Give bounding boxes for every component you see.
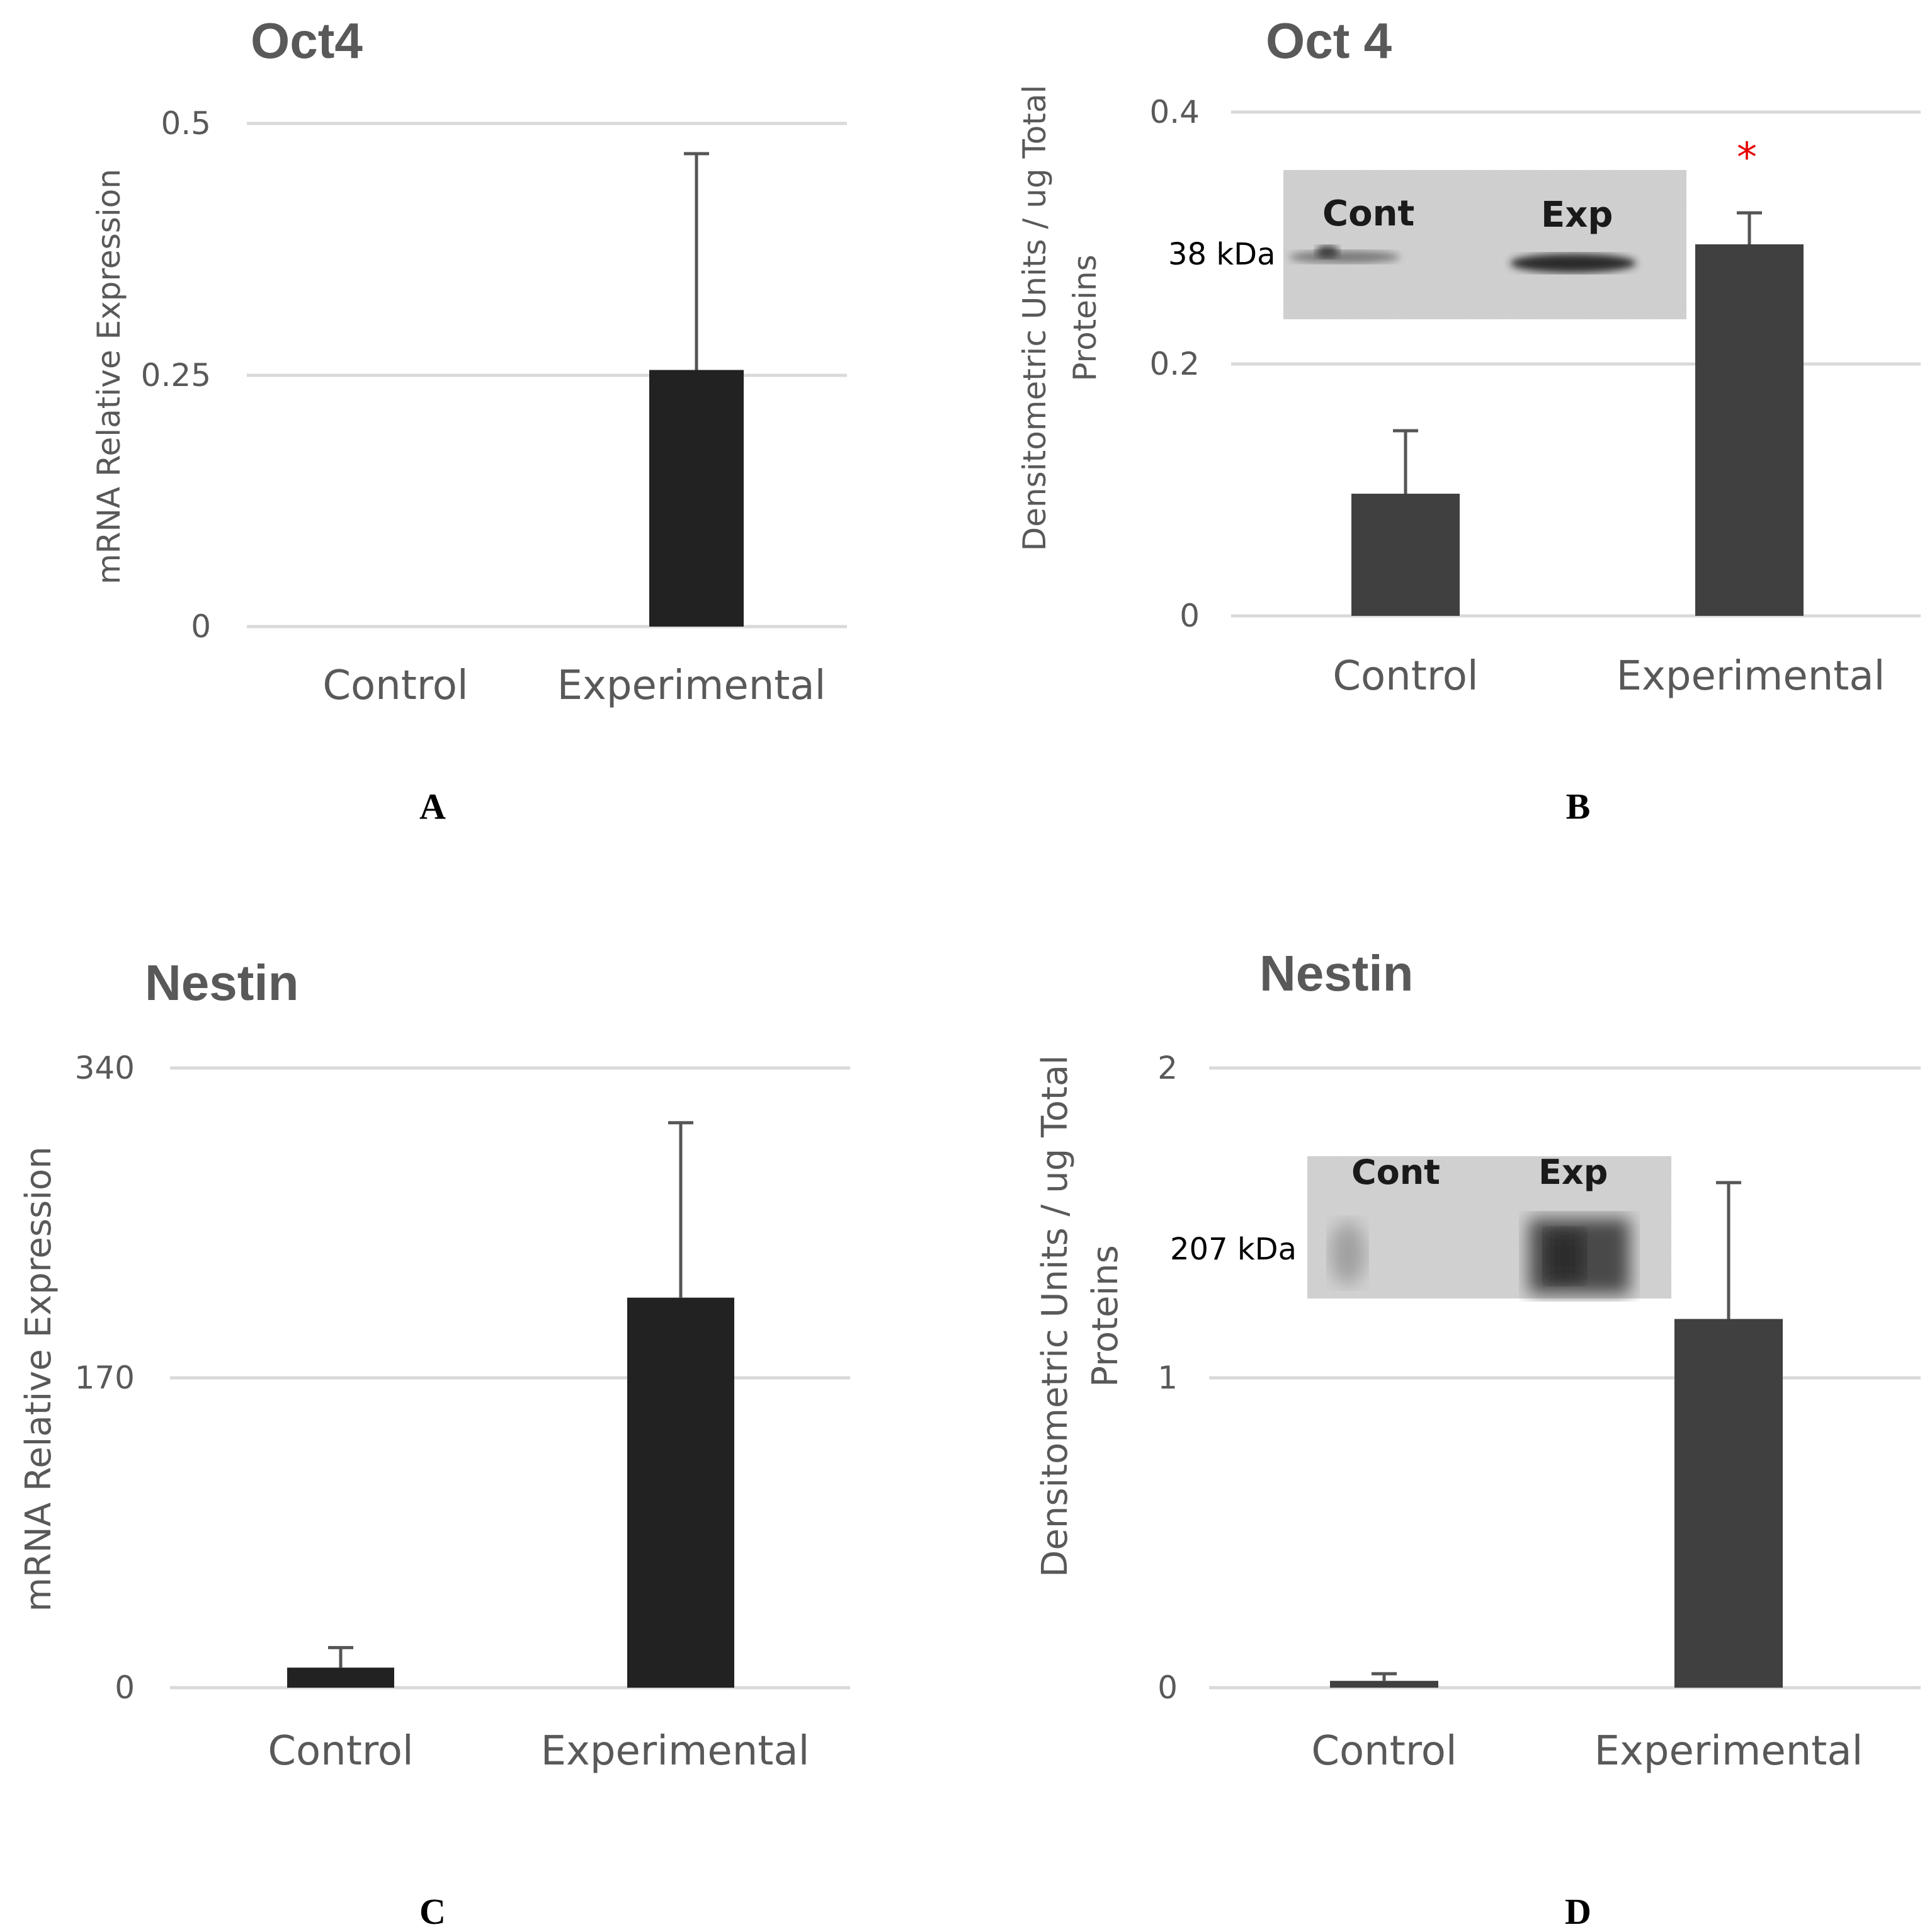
panel-a: Oct4 mRNA Relative Expression 0.5 0.25 0… (91, 13, 847, 827)
panel-d-blot-band-experimental (1529, 1219, 1630, 1294)
panel-b-blot-lane-cont: Cont (1322, 193, 1414, 234)
panel-d-ytick-mid: 1 (1157, 1360, 1178, 1396)
panel-a-category-experimental: Experimental (557, 662, 826, 709)
panel-b-blot-band-control (1289, 246, 1400, 263)
panel-d-blot-lane-exp: Exp (1538, 1152, 1608, 1192)
panel-b-category-control: Control (1333, 653, 1478, 700)
panel-b-blot-size-label: 38 kDa (1168, 237, 1276, 272)
panel-c-bar-control (287, 1668, 394, 1688)
panel-c-ytick-zero: 0 (115, 1669, 135, 1706)
panel-a-label: A (419, 786, 446, 827)
panel-b-ytick-top: 0.4 (1149, 94, 1200, 130)
panel-d-category-experimental: Experimental (1594, 1728, 1863, 1775)
panel-c-category-control: Control (268, 1728, 413, 1775)
panel-d-western-blot-inset: Cont Exp (1307, 1152, 1671, 1298)
panel-c-title: Nestin (145, 955, 299, 1011)
panel-b-blot-lane-exp: Exp (1541, 195, 1613, 236)
panel-c-bar-experimental (627, 1297, 734, 1688)
panel-d-y-axis-label-line2: Proteins (1085, 1245, 1126, 1387)
panel-a-ytick-top: 0.5 (161, 105, 211, 142)
panel-b-blot-band-experimental (1510, 254, 1636, 273)
panel-c-errorbar-control (328, 1645, 353, 1668)
panel-d-ytick-zero: 0 (1157, 1669, 1178, 1706)
panel-b-y-axis-label-line1: Densitometric Units / ug Total (1016, 85, 1053, 552)
panel-d-ytick-top: 2 (1157, 1050, 1178, 1086)
panel-a-bar-experimental (649, 370, 744, 627)
panel-d-title: Nestin (1259, 945, 1414, 1001)
panel-d-blot-band-control (1330, 1222, 1365, 1285)
panel-c-category-experimental: Experimental (541, 1728, 810, 1775)
panel-d: Nestin Densitometric Units / ug Total Pr… (1035, 945, 1921, 1932)
panel-b: Oct 4 Densitometric Units / ug Total Pro… (1016, 13, 1921, 827)
panel-b-errorbar-control (1393, 429, 1418, 494)
panel-d-category-control: Control (1311, 1728, 1457, 1775)
panel-a-category-control: Control (322, 662, 468, 709)
panel-c-ytick-mid: 170 (75, 1360, 135, 1396)
panel-c-errorbar-experimental (668, 1121, 693, 1298)
panel-a-title: Oct4 (251, 13, 363, 69)
panel-a-ytick-mid: 0.25 (141, 357, 211, 394)
panel-b-ytick-mid: 0.2 (1149, 346, 1200, 382)
panel-d-errorbar-control (1372, 1672, 1397, 1681)
panel-d-bar-experimental (1674, 1319, 1783, 1688)
panel-c: Nestin mRNA Relative Expression 340 170 … (18, 955, 850, 1932)
panel-b-title: Oct 4 (1266, 13, 1392, 69)
panel-d-blot-size-label: 207 kDa (1170, 1232, 1297, 1267)
panel-c-ytick-top: 340 (75, 1050, 135, 1086)
panel-c-label: C (419, 1891, 446, 1932)
panel-a-y-axis-label: mRNA Relative Expression (91, 169, 127, 584)
panel-c-y-axis-label: mRNA Relative Expression (18, 1146, 59, 1611)
panel-a-errorbar-experimental (684, 152, 709, 370)
panel-d-label: D (1565, 1891, 1591, 1932)
panel-b-errorbar-experimental (1737, 211, 1762, 244)
panel-d-errorbar-experimental (1716, 1181, 1741, 1319)
panel-b-category-experimental: Experimental (1617, 653, 1885, 700)
panel-b-bar-control (1351, 494, 1460, 616)
panel-d-y-axis-label-line1: Densitometric Units / ug Total (1035, 1055, 1076, 1577)
panel-d-bar-control (1330, 1681, 1438, 1688)
panel-b-ytick-zero: 0 (1179, 598, 1200, 634)
panel-b-western-blot-inset: Cont Exp (1283, 170, 1686, 319)
panel-a-ytick-zero: 0 (191, 608, 211, 645)
panel-b-y-axis-label-line2: Proteins (1067, 254, 1103, 381)
panel-b-significance-asterisk: * (1737, 135, 1757, 181)
panel-b-bar-experimental (1695, 244, 1804, 616)
panel-d-blot-lane-cont: Cont (1351, 1152, 1440, 1192)
panel-b-label: B (1566, 786, 1591, 827)
